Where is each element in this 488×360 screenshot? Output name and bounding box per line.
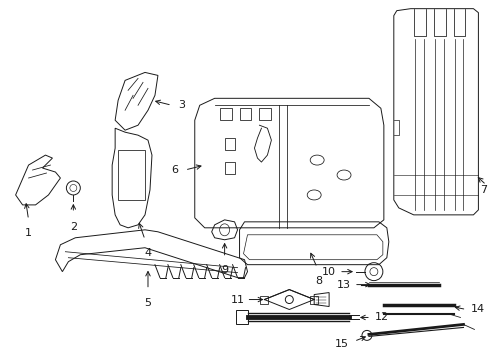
- Text: 8: 8: [315, 276, 322, 285]
- Text: 6: 6: [170, 165, 178, 175]
- Text: 12: 12: [374, 312, 388, 323]
- Text: 13: 13: [336, 280, 350, 289]
- Text: 7: 7: [479, 185, 487, 195]
- Text: 2: 2: [70, 222, 77, 232]
- Text: 11: 11: [230, 294, 244, 305]
- Text: 4: 4: [144, 248, 151, 258]
- Text: 10: 10: [322, 267, 335, 276]
- Text: 3: 3: [178, 100, 184, 110]
- Text: 5: 5: [144, 298, 151, 307]
- Text: 14: 14: [469, 305, 484, 315]
- Text: 15: 15: [334, 339, 348, 349]
- Text: 9: 9: [221, 265, 228, 275]
- Text: 1: 1: [25, 228, 32, 238]
